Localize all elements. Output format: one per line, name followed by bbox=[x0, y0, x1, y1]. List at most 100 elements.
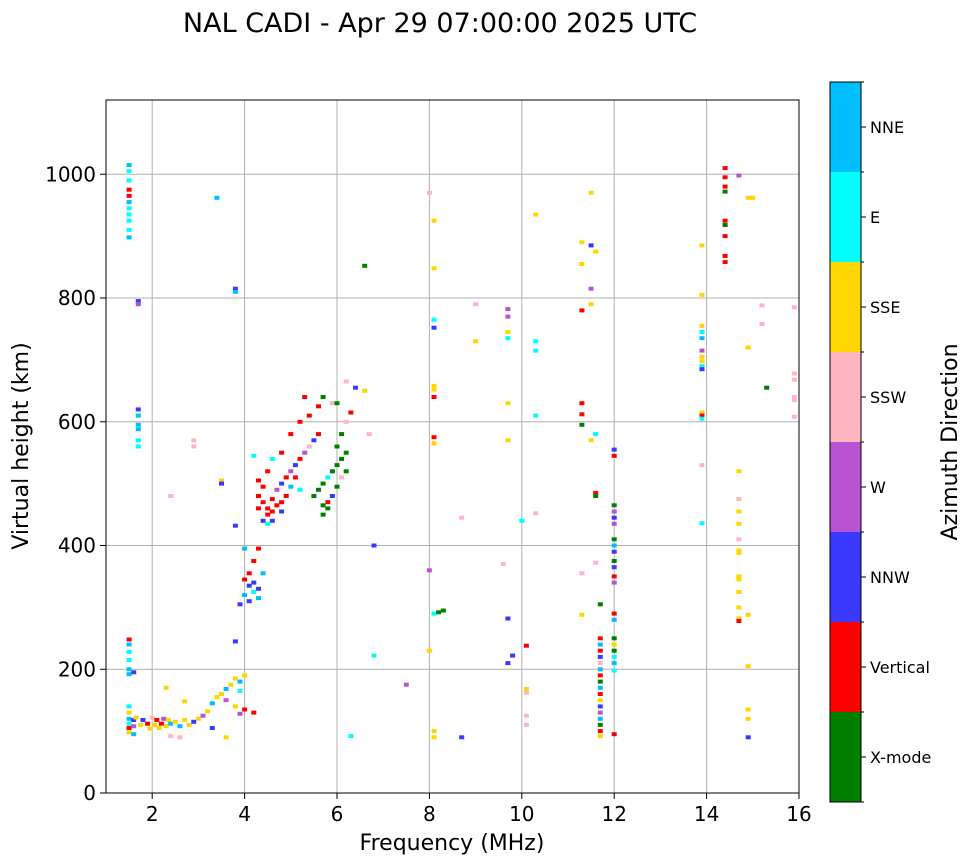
data-point bbox=[126, 235, 132, 240]
y-tick-label: 400 bbox=[58, 534, 96, 558]
data-point bbox=[611, 447, 617, 452]
data-point bbox=[320, 395, 326, 399]
x-tick-label: 6 bbox=[331, 802, 344, 826]
data-point bbox=[297, 419, 303, 424]
data-point bbox=[177, 724, 183, 729]
data-point bbox=[533, 348, 539, 353]
data-point bbox=[699, 359, 705, 364]
data-point bbox=[722, 234, 728, 239]
data-point bbox=[131, 718, 137, 722]
data-point bbox=[302, 395, 308, 399]
data-point bbox=[147, 726, 153, 731]
data-point bbox=[759, 322, 765, 326]
y-tick-label: 800 bbox=[58, 286, 96, 310]
data-point bbox=[611, 521, 617, 526]
data-point bbox=[579, 401, 585, 406]
colorbar-segment bbox=[830, 172, 861, 262]
data-point bbox=[699, 243, 705, 248]
data-point bbox=[172, 719, 178, 724]
data-point bbox=[699, 463, 705, 468]
data-point bbox=[242, 577, 248, 582]
colorbar-segment bbox=[830, 82, 861, 172]
data-point bbox=[371, 543, 377, 548]
data-point bbox=[533, 339, 539, 344]
data-point bbox=[597, 667, 603, 672]
data-point bbox=[426, 648, 432, 653]
data-point bbox=[329, 401, 335, 406]
data-point bbox=[736, 577, 742, 582]
data-point bbox=[597, 679, 603, 684]
data-point bbox=[431, 735, 437, 740]
data-point bbox=[791, 305, 797, 310]
data-point bbox=[156, 726, 162, 730]
data-point bbox=[334, 401, 340, 406]
data-point bbox=[611, 648, 617, 653]
data-point bbox=[593, 490, 599, 495]
data-point bbox=[126, 704, 132, 709]
data-point bbox=[191, 719, 197, 724]
data-point bbox=[597, 698, 603, 703]
colorbar-segment bbox=[830, 262, 861, 352]
data-point bbox=[611, 537, 617, 542]
data-point bbox=[232, 676, 238, 681]
data-point bbox=[320, 481, 326, 486]
data-point bbox=[611, 574, 617, 579]
data-point bbox=[533, 413, 539, 418]
data-point bbox=[750, 195, 756, 200]
data-point bbox=[223, 698, 229, 703]
data-point bbox=[611, 611, 617, 616]
data-point bbox=[135, 302, 141, 307]
data-point bbox=[611, 580, 617, 585]
data-point bbox=[736, 537, 742, 542]
data-point bbox=[191, 444, 197, 449]
data-point bbox=[140, 718, 146, 722]
y-axis-ticks: 0 200 400 600 800 1000 bbox=[45, 162, 106, 805]
data-point bbox=[223, 687, 229, 691]
data-point bbox=[597, 661, 603, 666]
data-point bbox=[791, 414, 797, 419]
data-point bbox=[593, 432, 599, 437]
data-point bbox=[791, 377, 797, 382]
data-point bbox=[736, 469, 742, 474]
data-point bbox=[736, 589, 742, 594]
data-point bbox=[611, 617, 617, 622]
data-point bbox=[597, 673, 603, 678]
data-point bbox=[242, 546, 248, 551]
y-tick-label: 200 bbox=[58, 657, 96, 681]
data-point bbox=[237, 688, 243, 693]
data-point bbox=[279, 450, 285, 455]
x-axis-ticks: 2 4 6 8 10 12 14 16 bbox=[146, 793, 812, 826]
data-point bbox=[597, 704, 603, 709]
colorbar-segment bbox=[830, 622, 861, 712]
data-point bbox=[209, 726, 215, 730]
data-point bbox=[135, 422, 141, 427]
data-point bbox=[251, 453, 257, 458]
grid-lines bbox=[106, 100, 800, 794]
data-point bbox=[246, 599, 252, 604]
data-point bbox=[126, 710, 132, 715]
y-tick-label: 0 bbox=[83, 781, 96, 805]
data-point bbox=[232, 286, 238, 291]
data-point bbox=[431, 266, 437, 271]
data-point bbox=[316, 487, 321, 492]
data-point bbox=[152, 722, 157, 727]
data-point bbox=[256, 494, 261, 498]
data-point bbox=[126, 637, 132, 642]
data-point bbox=[126, 642, 132, 647]
data-point bbox=[163, 724, 169, 729]
data-point bbox=[251, 589, 257, 594]
data-point bbox=[265, 512, 271, 517]
data-point bbox=[242, 593, 248, 597]
data-point bbox=[426, 190, 432, 195]
data-point bbox=[126, 212, 132, 217]
data-point bbox=[736, 497, 742, 502]
data-point bbox=[699, 410, 705, 415]
data-point bbox=[302, 450, 308, 455]
data-point bbox=[505, 307, 511, 312]
data-point bbox=[588, 286, 594, 291]
data-point bbox=[126, 227, 132, 232]
data-point bbox=[138, 722, 144, 727]
data-point bbox=[126, 716, 132, 721]
data-point bbox=[699, 416, 705, 421]
data-point bbox=[149, 715, 155, 720]
